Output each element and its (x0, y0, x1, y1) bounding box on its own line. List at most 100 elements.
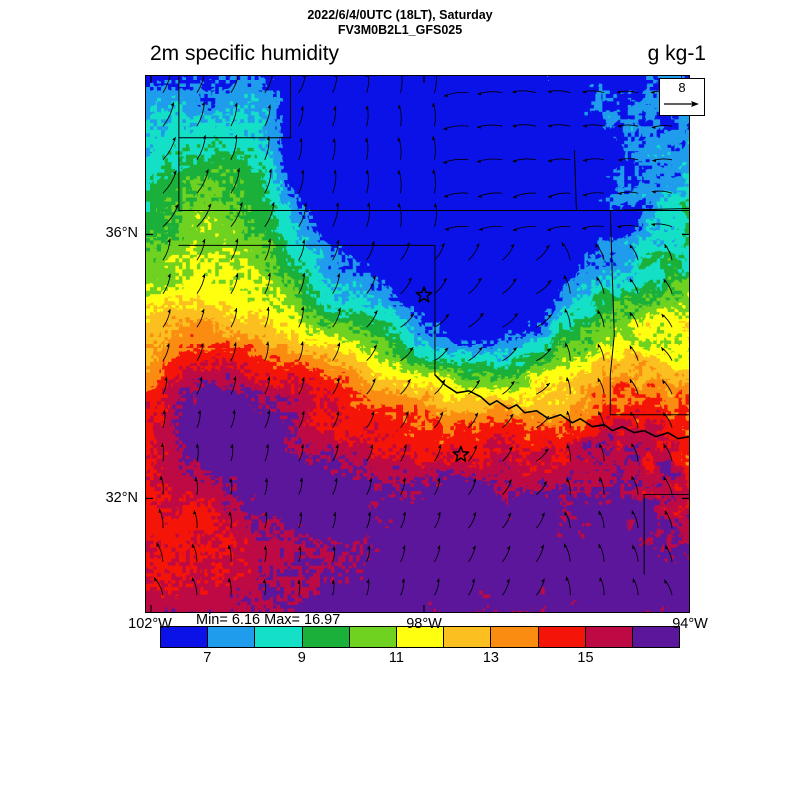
wind-vector-head (302, 76, 306, 78)
wind-vector-head (166, 343, 170, 348)
wind-vector-head (437, 511, 441, 516)
wind-vector-head (477, 277, 482, 282)
wind-vector-head (197, 410, 202, 415)
wind-vector-head (662, 379, 666, 384)
wind-vector-head (441, 243, 445, 248)
wind-vector-head (510, 381, 515, 385)
wind-vector (196, 203, 212, 228)
wind-vector-head (513, 347, 517, 352)
wind-vector-head (154, 577, 158, 582)
wind-vector-head (365, 169, 369, 174)
wind-vector-head (335, 202, 339, 207)
wind-vector-head (228, 511, 232, 516)
wind-vector-head (599, 577, 603, 582)
wind-vector (443, 125, 469, 130)
wind-vector-head (437, 545, 441, 550)
wind-vector-head (372, 275, 376, 280)
colorbar-segment-4 (349, 627, 397, 647)
wind-vector-head (267, 272, 271, 277)
wind-vector-head (476, 159, 481, 164)
wind-vector-head (364, 137, 369, 142)
wind-vector-head (431, 102, 436, 107)
wind-vector-head (234, 308, 238, 312)
wind-vector-head (397, 137, 401, 142)
wind-vector-head (512, 124, 517, 128)
wind-vector-head (547, 124, 552, 128)
wind-vector-head (236, 168, 240, 173)
wind-vector-head (334, 76, 338, 78)
wind-vector-head (507, 512, 511, 517)
wind-vector-head (270, 76, 273, 78)
wind-vector-head (300, 169, 305, 174)
wind-vector-head (397, 170, 401, 174)
wind-vector-head (471, 578, 475, 583)
wind-vector-head (508, 446, 513, 451)
wind-vector-head (512, 278, 517, 283)
wind-vector-head (661, 314, 666, 318)
wind-vector (196, 135, 206, 161)
wind-vector (162, 76, 171, 93)
lon-tick-94: 94°W (672, 616, 708, 632)
colorbar-tick-13: 13 (482, 650, 499, 666)
wind-vector-head (665, 545, 669, 550)
wind-vector-head (333, 106, 337, 111)
wind-vector-head (303, 202, 307, 207)
colorbar-tick-15: 15 (577, 650, 594, 666)
wind-vector (434, 76, 437, 93)
wind-vector-head (617, 124, 622, 128)
wind-vector-head (232, 409, 236, 414)
lon-tick-102: 102°W (128, 616, 172, 632)
wind-vector-head (508, 479, 512, 484)
wind-vector-head (664, 244, 668, 249)
wind-vector-head (406, 242, 410, 247)
wind-vector-head (546, 348, 551, 353)
wind-vector-head (268, 168, 272, 173)
wind-vector-head (664, 579, 668, 584)
wind-vector-head (297, 579, 301, 584)
wind-vector (366, 76, 370, 93)
wind-vector-head (234, 134, 238, 139)
wind-vector-head (477, 92, 482, 96)
wind-vector-head (332, 546, 336, 551)
wind-vector-head (402, 545, 406, 550)
reference-vector-legend: 8 (659, 78, 705, 116)
wind-vector-head (227, 545, 231, 549)
wind-vector (264, 168, 272, 194)
wind-vector-head (582, 124, 587, 128)
wind-vector-head (545, 383, 550, 387)
figure-title: 2022/6/4/0UTC (18LT), Saturday FV3M0B2L1… (0, 8, 800, 37)
wind-vector-head (514, 313, 519, 318)
wind-vector-head (629, 278, 634, 283)
wind-vector-head (582, 226, 586, 230)
wind-vector-head (336, 377, 340, 382)
wind-vector-head (265, 444, 269, 449)
wind-vector-head (371, 241, 375, 246)
wind-vector-head (193, 510, 197, 515)
state-border-4 (178, 244, 436, 376)
colorbar-segment-3 (302, 627, 350, 647)
colorbar (160, 626, 680, 648)
wind-vector-head (410, 313, 414, 318)
wind-vector-head (598, 411, 602, 416)
wind-vector-head (510, 243, 515, 248)
wind-vector-head (598, 443, 603, 448)
wind-vector-head (267, 238, 271, 243)
wind-vector-head (266, 410, 271, 415)
lat-tick-32: 32°N (105, 490, 138, 506)
wind-vector-head (336, 239, 340, 244)
wind-vector-head (156, 542, 160, 547)
title-line-datetime: 2022/6/4/0UTC (18LT), Saturday (307, 8, 493, 22)
wind-vector-head (397, 203, 401, 207)
wind-vector-head (271, 202, 275, 207)
wind-vector-head (172, 137, 176, 142)
wind-vector-head (598, 510, 602, 515)
wind-vector (196, 169, 209, 194)
wind-vector-head (235, 273, 239, 278)
wind-vector-head (201, 101, 205, 106)
wind-vector-head (432, 169, 436, 174)
wind-vector-head (407, 379, 411, 383)
wind-vector-head (202, 238, 206, 243)
wind-vector-head (239, 202, 243, 207)
station-star-south (452, 445, 470, 462)
state-border-8 (609, 208, 689, 211)
